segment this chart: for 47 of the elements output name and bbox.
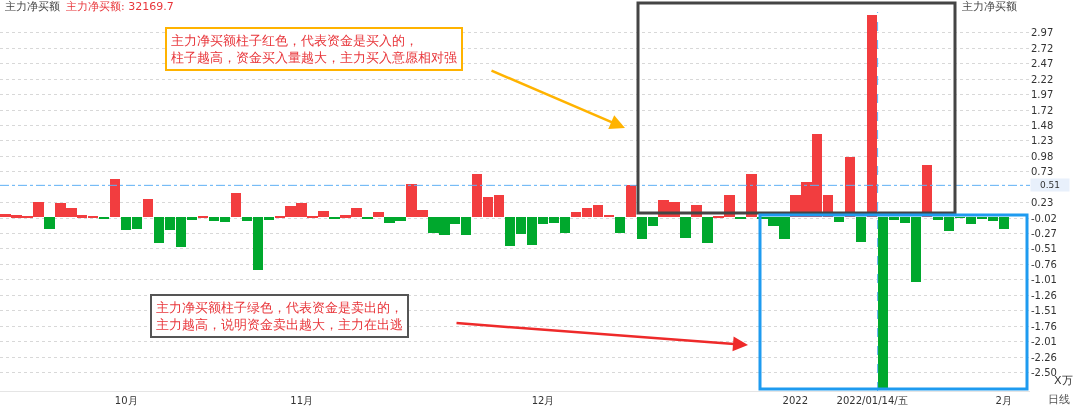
y-tick-label: -1.51	[1031, 305, 1057, 317]
y-tick-label: -1.01	[1031, 274, 1057, 286]
y-tick-label: 1.48	[1031, 119, 1054, 131]
bar	[702, 217, 713, 243]
x-tick-label: 12月	[531, 395, 555, 406]
x-tick-label: 10月	[114, 395, 138, 406]
y-tick-label: 2.72	[1031, 42, 1054, 54]
x-tick-label: 11月	[290, 395, 314, 406]
ref-line-label: 0.51	[1039, 180, 1061, 190]
chart-subtitle: 主力净买额: 32169.7	[66, 0, 174, 13]
y-tick-label: -0.02	[1031, 212, 1057, 224]
bar	[626, 185, 636, 217]
bar	[44, 217, 55, 229]
y-tick-label: 0.73	[1031, 166, 1054, 178]
bar	[680, 217, 691, 238]
y-tick-label: 2.47	[1031, 58, 1054, 70]
y-tick-label: -1.26	[1031, 289, 1057, 301]
bar	[373, 212, 384, 217]
bar	[231, 193, 241, 217]
text: 日线	[1048, 393, 1070, 406]
x-tick-label: 2022	[782, 395, 809, 406]
y-tick-label: -0.51	[1031, 243, 1057, 255]
bar	[746, 174, 757, 217]
y-tick-label: -0.27	[1031, 228, 1057, 240]
y-tick-label: 1.97	[1031, 89, 1054, 101]
y-tick-label: 2.22	[1031, 73, 1054, 85]
annotation: 主力净买额	[962, 0, 1017, 13]
annotation: 主力净买额柱子绿色，代表资金是卖出的，主力越高，说明资金卖出越大，主力在出逃	[156, 300, 403, 332]
x-tick-label: 2月	[995, 395, 1012, 406]
y-axis-title: X万	[1054, 374, 1073, 387]
bar	[834, 217, 844, 222]
bar	[615, 217, 625, 233]
y-tick-label: 2.97	[1031, 27, 1054, 38]
chart-title: 主力净买额	[5, 0, 60, 13]
bar	[856, 217, 866, 242]
y-tick-label: -0.76	[1031, 258, 1057, 270]
x-tick-label: 2022/01/14/五	[836, 395, 908, 406]
y-tick-label: -2.01	[1031, 336, 1057, 348]
y-tick-label: 1.72	[1031, 104, 1054, 116]
bar	[110, 179, 120, 217]
y-tick-label: 1.23	[1031, 135, 1054, 147]
y-tick-label: 0.98	[1031, 150, 1054, 162]
y-tick-label: 0.23	[1031, 197, 1054, 209]
annotation: 主力净买额柱子红色，代表资金是买入的，柱子越高，资金买入量越大，主力买入意愿相对强	[171, 33, 457, 65]
y-tick-label: -1.76	[1031, 320, 1057, 332]
bar	[143, 199, 153, 217]
y-tick-label: -2.26	[1031, 351, 1057, 363]
